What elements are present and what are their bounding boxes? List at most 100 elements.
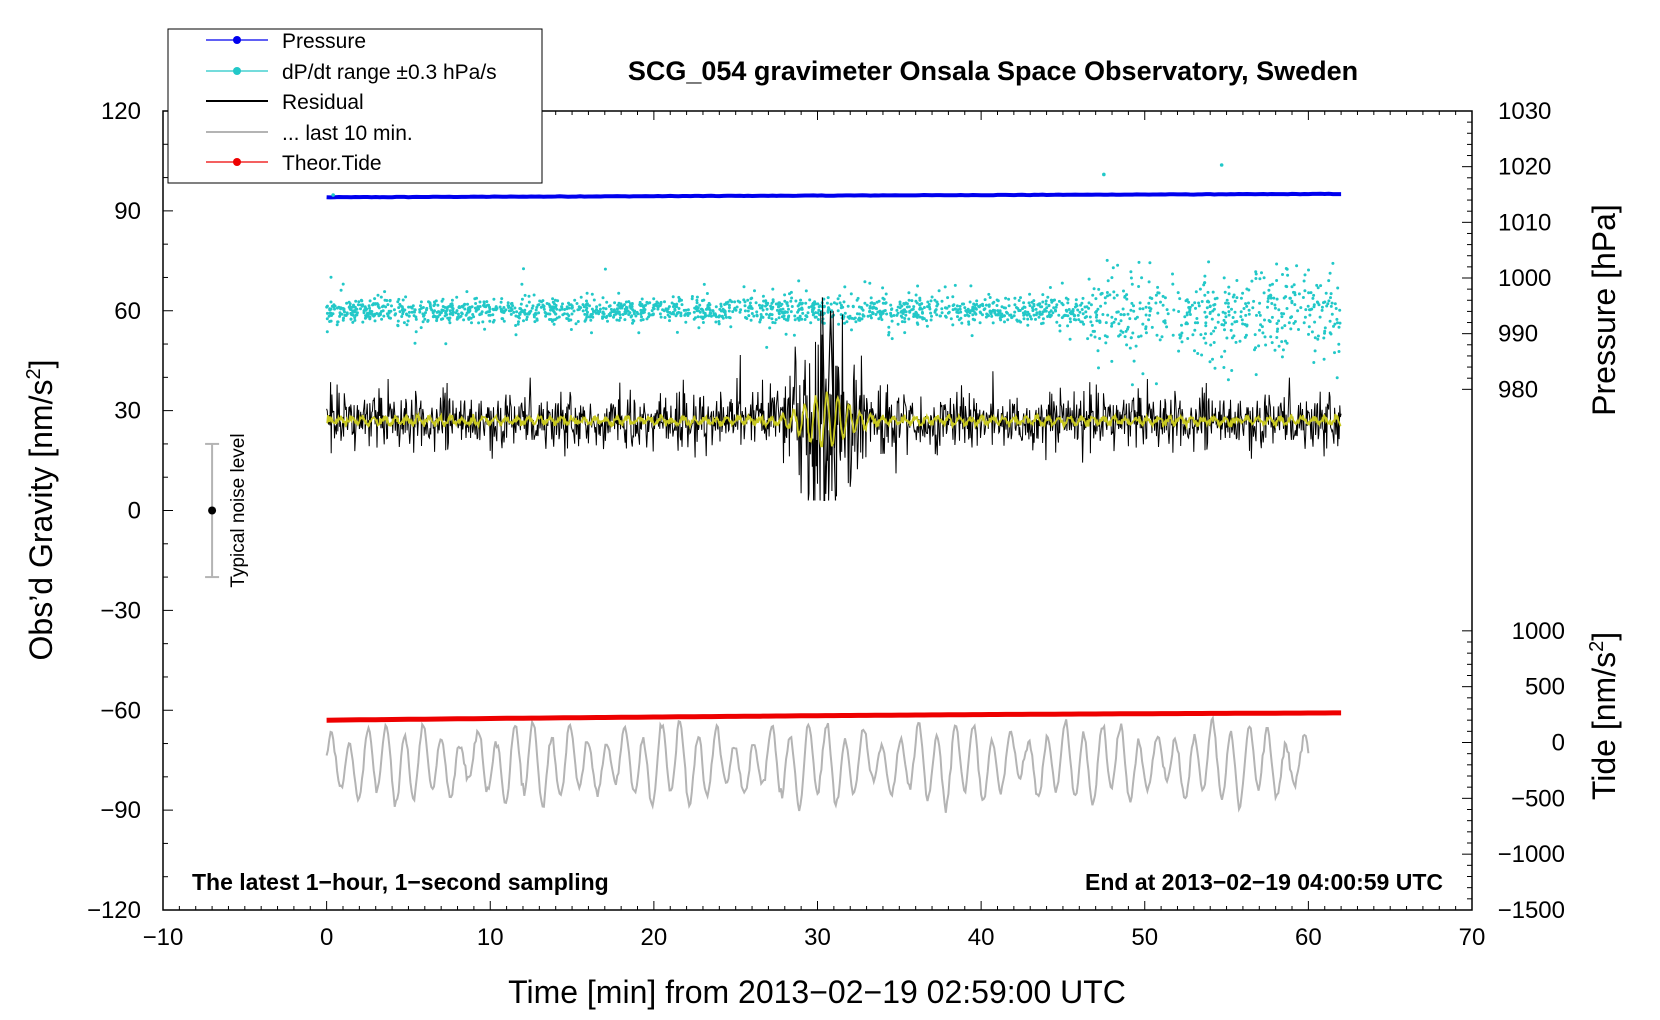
dpdt-point [1271, 282, 1274, 286]
dpdt-point [664, 307, 668, 311]
dpdt-point [1088, 315, 1092, 319]
dpdt-point [449, 312, 453, 315]
dpdt-point [1137, 285, 1141, 288]
dpdt-point [951, 323, 955, 327]
dpdt-point [601, 315, 605, 319]
dpdt-point [960, 302, 964, 306]
dpdt-point [1026, 310, 1030, 314]
dpdt-point [794, 299, 798, 303]
dpdt-point [525, 318, 529, 321]
dpdt-point [727, 309, 731, 313]
dpdt-point [428, 301, 432, 305]
legend-item-last-10-min: ... last 10 min. [206, 122, 413, 145]
y-tick-label: 30 [114, 398, 141, 425]
dpdt-point [1224, 321, 1227, 325]
dpdt-point [1190, 303, 1194, 307]
dpdt-point [836, 309, 840, 313]
dpdt-point [1139, 334, 1143, 338]
dpdt-point [945, 306, 949, 310]
dpdt-point [1335, 376, 1339, 380]
dpdt-point [1239, 310, 1243, 314]
dpdt-point [1216, 320, 1220, 324]
dpdt-point [899, 310, 903, 314]
dpdt-point [627, 313, 631, 317]
dpdt-point [450, 304, 454, 308]
dpdt-point [1140, 276, 1144, 280]
dpdt-point [1247, 308, 1251, 312]
dpdt-point [1128, 317, 1132, 321]
dpdt-point [1245, 287, 1249, 291]
dpdt-point [1306, 304, 1310, 308]
dpdt-point [898, 302, 902, 306]
dpdt-point [1200, 300, 1204, 303]
dpdt-point [448, 309, 452, 313]
dpdt-point [883, 301, 887, 305]
dpdt-point [1303, 289, 1307, 293]
dpdt-point [738, 300, 742, 304]
dpdt-point [541, 299, 545, 303]
dpdt-point [965, 313, 969, 317]
dpdt-point [929, 311, 933, 315]
dpdt-point [838, 301, 842, 305]
dpdt-point [405, 313, 409, 317]
dpdt-point [488, 313, 492, 317]
dpdt-point [1212, 303, 1216, 307]
dpdt-point [1264, 343, 1268, 347]
dpdt-point [1194, 290, 1198, 294]
dpdt-point [1096, 307, 1100, 311]
dpdt-point [832, 301, 836, 305]
dpdt-point [748, 304, 752, 308]
dpdt-point [727, 303, 731, 307]
dpdt-point [704, 307, 708, 311]
dpdt-point [448, 321, 452, 325]
dpdt-point [783, 299, 787, 303]
dpdt-point [955, 304, 959, 308]
dpdt-point [569, 328, 573, 331]
dpdt-point [494, 305, 498, 309]
dpdt-point [1112, 290, 1116, 294]
dpdt-point [768, 326, 772, 330]
dpdt-point [826, 309, 830, 313]
dpdt-point [729, 325, 733, 329]
dpdt-point [492, 297, 496, 301]
dpdt-point [436, 310, 440, 314]
dpdt-point [1275, 297, 1279, 301]
dpdt-point [846, 304, 850, 308]
dpdt-point [743, 309, 747, 313]
dpdt-point [1235, 279, 1239, 282]
residual-series [326, 311, 1342, 501]
dpdt-point [552, 322, 556, 326]
dpdt-point [447, 318, 451, 322]
dpdt-point [929, 299, 933, 303]
dpdt-point [1222, 276, 1226, 280]
dpdt-point [944, 314, 947, 318]
dpdt-point [1044, 302, 1048, 306]
dpdt-point [329, 275, 333, 279]
dpdt-point [1297, 292, 1301, 296]
dpdt-point [1272, 296, 1276, 300]
dpdt-point [455, 309, 459, 313]
dpdt-point [993, 311, 997, 315]
dpdt-point [483, 327, 487, 331]
dpdt-point [1194, 306, 1197, 310]
dpdt-point [719, 302, 723, 306]
dpdt-point [1322, 301, 1325, 305]
dpdt-point [438, 313, 442, 317]
dpdt-point [1068, 317, 1072, 321]
dpdt-point [1268, 283, 1272, 287]
dpdt-point [325, 330, 329, 334]
dpdt-point [365, 312, 369, 315]
pressure-tick-label: 1010 [1498, 209, 1551, 236]
dpdt-point [762, 299, 766, 303]
dpdt-point [973, 311, 977, 315]
dpdt-point [1179, 334, 1183, 338]
dpdt-point [1312, 361, 1316, 364]
dpdt-point [1010, 316, 1014, 320]
dpdt-point [677, 307, 681, 310]
dpdt-point [865, 303, 869, 307]
dpdt-point [878, 312, 882, 316]
dpdt-point [639, 312, 643, 316]
dpdt-point [560, 305, 564, 309]
dpdt-point [1098, 337, 1102, 340]
dpdt-point [1203, 310, 1207, 314]
